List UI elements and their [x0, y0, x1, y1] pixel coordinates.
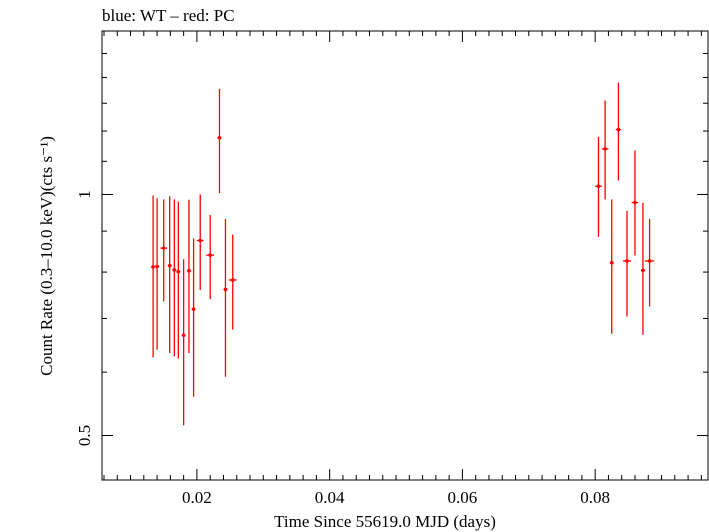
data-point: [601, 100, 609, 200]
point-marker: [217, 135, 222, 140]
x-axis-label: Time Since 55619.0 MJD (days): [274, 512, 496, 531]
data-point: [217, 88, 222, 194]
x-tick-label: 0.04: [315, 488, 345, 507]
point-marker: [181, 333, 186, 338]
point-marker: [191, 307, 196, 312]
data-point: [181, 259, 186, 426]
data-point: [196, 194, 204, 290]
y-axis-label: Count Rate (0.3–10.0 keV)(cts s⁻¹): [37, 136, 56, 376]
data-point: [191, 238, 196, 397]
data-point: [151, 195, 156, 358]
point-marker: [155, 264, 159, 269]
data-point: [609, 199, 614, 334]
data-series-pc: [151, 82, 655, 426]
data-point: [160, 199, 168, 302]
point-marker: [198, 238, 203, 243]
data-point: [176, 201, 181, 359]
x-tick-label: 0.08: [580, 488, 610, 507]
data-point: [631, 150, 639, 256]
point-marker: [616, 127, 621, 132]
point-marker: [151, 265, 155, 269]
data-point: [623, 210, 632, 317]
data-point: [595, 136, 602, 237]
data-point: [172, 199, 177, 357]
data-point: [155, 198, 160, 350]
point-marker: [641, 268, 645, 273]
y-axis: 0.51: [75, 52, 708, 446]
point-marker: [230, 278, 235, 282]
point-marker: [633, 200, 637, 205]
point-marker: [187, 268, 191, 273]
x-tick-label: 0.06: [448, 488, 478, 507]
point-marker: [167, 263, 172, 268]
point-marker: [172, 268, 177, 272]
point-marker: [208, 253, 212, 257]
point-marker: [223, 287, 228, 292]
data-point: [223, 218, 228, 377]
point-marker: [647, 259, 652, 263]
data-point: [186, 199, 191, 353]
data-point: [167, 196, 172, 353]
y-tick-label: 0.5: [75, 425, 94, 446]
point-marker: [609, 260, 614, 265]
data-point: [228, 234, 237, 330]
data-point: [615, 82, 622, 181]
y-tick-label: 1: [75, 190, 94, 199]
point-marker: [603, 147, 607, 151]
data-point: [206, 214, 215, 300]
point-marker: [596, 184, 601, 189]
chart-title: blue: WT – red: PC: [102, 6, 235, 25]
point-marker: [176, 269, 181, 274]
x-axis: 0.02 0.04 0.06 0.08: [103, 31, 702, 507]
plot-frame: [101, 30, 709, 481]
data-point: [640, 202, 645, 335]
point-marker: [625, 259, 629, 263]
x-tick-label: 0.02: [182, 488, 212, 507]
data-point: [644, 218, 655, 307]
point-marker: [161, 246, 166, 250]
